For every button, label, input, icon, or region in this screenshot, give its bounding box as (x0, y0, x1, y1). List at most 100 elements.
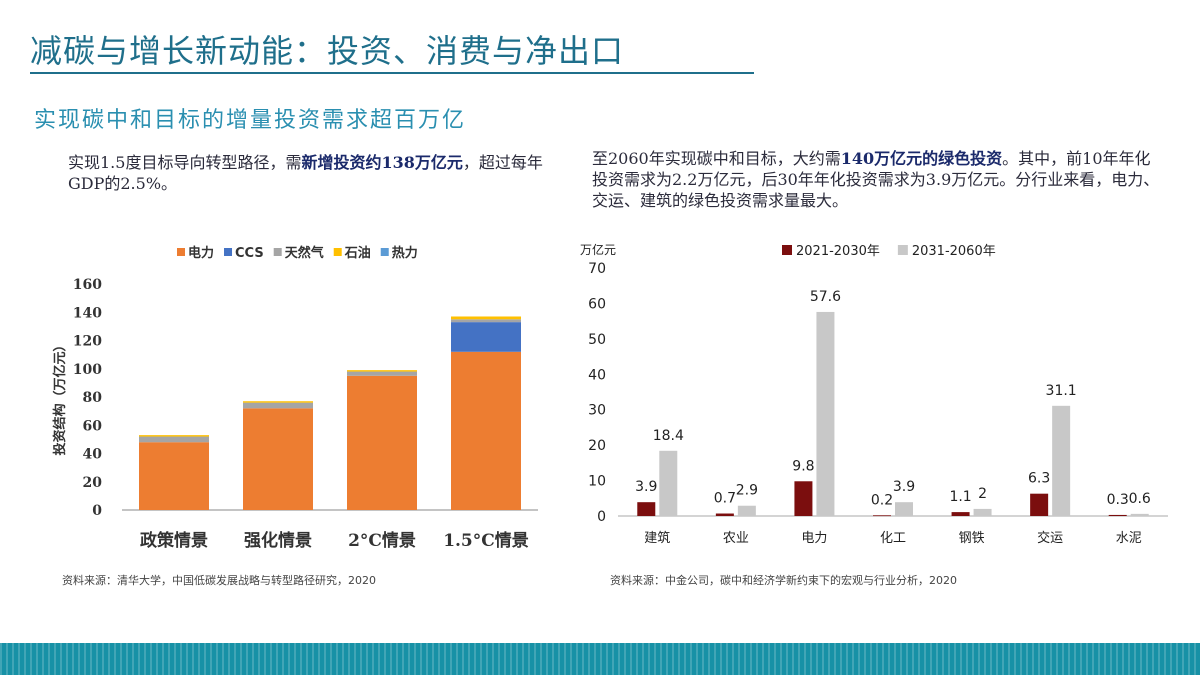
bar-建筑-2021-2030年 (637, 502, 656, 516)
data-label: 18.4 (653, 428, 684, 444)
x-category-label: 强化情景 (244, 530, 312, 551)
legend-label-2031-2060年: 2031-2060年 (912, 244, 996, 259)
stacked-bar-chart-investment-structure: 电力 CCS 天然气 石油 热力 0 20 40 60 80 100 120 140 160 投资结构（万亿… (52, 245, 538, 551)
title-underline (30, 72, 754, 74)
footer-decoration-bar (0, 643, 1200, 675)
y-tick-label: 80 (83, 390, 103, 406)
legend-swatch-天然气 (273, 248, 282, 256)
y-tick-label: 140 (73, 305, 102, 321)
right-description-post: 。其中，前10年年化投资需求为2.2万亿元，后30年年化投资需求为3.9万亿元。… (592, 149, 1160, 210)
bar-segment-强化情景-电力 (243, 408, 313, 510)
bar-segment-2-C情景-石油 (347, 370, 417, 372)
data-label: 0.6 (1129, 491, 1151, 507)
x-category-label: 2°C情景 (348, 530, 416, 551)
source-note-left: 资料来源：清华大学，中国低碳发展战略与转型路径研究，2020 (62, 574, 376, 587)
bar-segment-政策情景-石油 (139, 435, 209, 437)
x-category-label: 1.5°C情景 (443, 530, 529, 551)
data-label: 1.1 (949, 489, 971, 505)
slide-subtitle: 实现碳中和目标的增量投资需求超百万亿 (34, 108, 467, 133)
bar-建筑-2031-2060年 (659, 450, 678, 516)
data-label: 3.9 (635, 479, 657, 495)
y-tick-label: 10 (588, 474, 606, 490)
y-tick-label: 30 (588, 403, 606, 419)
bar-segment-2-C情景-电力 (347, 375, 417, 510)
bar-钢铁-2031-2060年 (973, 508, 992, 516)
data-label: 6.3 (1028, 471, 1050, 487)
source-note-right: 资料来源：中金公司，碳中和经济学新约束下的宏观与行业分析，2020 (610, 574, 957, 587)
left-description: 实现1.5度目标导向转型路径，需新增投资约138万亿元，超过每年GDP的2.5%… (68, 152, 558, 194)
y-tick-label: 160 (73, 277, 102, 293)
data-label: 3.9 (893, 479, 915, 495)
bar-农业-2021-2030年 (715, 513, 734, 516)
bar-segment-政策情景-电力 (139, 442, 209, 510)
y-axis-title: 投资结构（万亿元） (52, 338, 68, 455)
bar-segment-1-5-C情景-电力 (451, 351, 521, 510)
data-label: 57.6 (810, 289, 841, 305)
data-label: 0.3 (1107, 492, 1129, 508)
legend-label-CCS: CCS (235, 246, 264, 261)
bar-segment-政策情景-天然气 (139, 436, 209, 443)
legend-swatch-CCS (224, 248, 233, 256)
x-category-label: 电力 (801, 531, 827, 546)
bar-钢铁-2021-2030年 (951, 512, 970, 516)
legend-swatch-2021-2030年 (782, 245, 792, 255)
x-category-label: 农业 (723, 531, 749, 546)
legend-swatch-2031-2060年 (897, 245, 908, 255)
x-category-label: 政策情景 (140, 530, 208, 551)
y-tick-label: 0 (597, 509, 606, 525)
y-tick-label: 60 (83, 418, 103, 434)
legend-label-2021-2030年: 2021-2030年 (796, 244, 880, 259)
bar-segment-1-5-C情景-石油 (451, 316, 521, 320)
data-label: 2 (978, 486, 987, 502)
bar-电力-2031-2060年 (816, 311, 835, 516)
legend-swatch-热力 (380, 248, 389, 256)
bar-水泥-2021-2030年 (1108, 514, 1127, 516)
legend-label-天然气: 天然气 (285, 245, 324, 261)
left-description-post: ，超过每年GDP的2.5%。 (68, 153, 543, 193)
y-tick-label: 120 (73, 334, 102, 350)
data-label: 2.9 (736, 483, 758, 499)
legend-swatch-石油 (333, 248, 342, 256)
right-description: 至2060年实现碳中和目标，大约需140万亿元的绿色投资。其中，前10年年化投资… (592, 148, 1162, 211)
y-tick-label: 40 (588, 367, 606, 383)
bar-水泥-2031-2060年 (1130, 513, 1149, 516)
legend-label-电力: 电力 (188, 245, 214, 261)
x-category-label: 化工 (880, 531, 906, 546)
legend-swatch-电力 (177, 248, 185, 256)
legend-label-石油: 石油 (344, 245, 371, 261)
x-category-label: 水泥 (1116, 531, 1142, 546)
bar-segment-1-5-C情景-CCS (451, 322, 521, 352)
bar-交运-2021-2030年 (1030, 493, 1049, 516)
bar-segment-强化情景-石油 (243, 401, 313, 403)
data-label: 31.1 (1046, 383, 1077, 399)
bar-化工-2031-2060年 (895, 502, 913, 516)
legend-label-热力: 热力 (392, 245, 418, 261)
y-tick-label: 0 (92, 503, 102, 519)
data-label: 0.2 (871, 492, 893, 508)
x-category-label: 交运 (1037, 530, 1063, 546)
x-category-label: 建筑 (644, 530, 670, 546)
y-tick-label: 20 (83, 475, 103, 491)
y-tick-label: 40 (83, 447, 103, 463)
y-tick-label: 50 (588, 332, 606, 348)
bar-电力-2021-2030年 (794, 481, 813, 516)
slide-title: 减碳与增长新动能：投资、消费与净出口 (30, 32, 625, 70)
right-description-pre: 至2060年实现碳中和目标，大约需 (592, 149, 841, 168)
left-description-pre: 实现1.5度目标导向转型路径，需 (68, 153, 302, 172)
y-unit-label: 万亿元 (580, 242, 616, 257)
bar-化工-2021-2030年 (873, 515, 891, 517)
bar-交运-2031-2060年 (1052, 405, 1071, 516)
x-category-label: 钢铁 (959, 531, 985, 546)
grouped-bar-chart-sector-investment: 万亿元 2021-2030年 2031-2060年 0 10 20 30 40 50 60 70 3.… (580, 242, 1168, 546)
data-label: 0.7 (714, 491, 736, 507)
y-tick-label: 100 (73, 362, 102, 378)
bar-农业-2031-2060年 (737, 505, 756, 516)
data-label: 9.8 (792, 458, 814, 474)
y-tick-label: 70 (588, 261, 606, 277)
bar-segment-1-5-C情景-天然气 (451, 319, 521, 323)
left-description-highlight: 新增投资约138万亿元 (301, 153, 463, 172)
right-description-highlight: 140万亿元的绿色投资 (840, 149, 1003, 168)
bar-segment-强化情景-天然气 (243, 402, 313, 409)
bar-segment-2-C情景-天然气 (347, 371, 417, 376)
y-tick-label: 60 (588, 296, 606, 312)
